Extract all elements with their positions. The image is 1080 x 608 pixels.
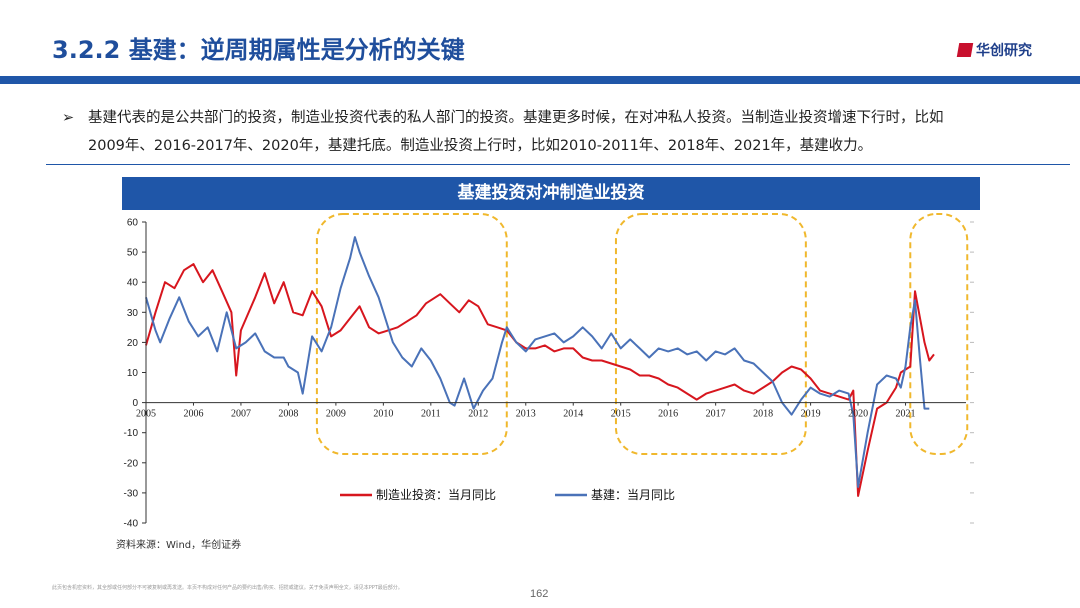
x-tick-label: 2008 — [278, 409, 298, 420]
y-tick-label: 10 — [127, 368, 139, 379]
y-tick-label: -40 — [124, 519, 139, 530]
y-tick-label: -20 — [124, 458, 139, 469]
y-tick-label: 50 — [127, 248, 139, 259]
x-tick-label: 2019 — [801, 409, 821, 420]
y-tick-label: -10 — [124, 428, 139, 439]
y-tick-label: 0 — [132, 398, 138, 409]
y-tick-label: 20 — [127, 338, 139, 349]
y-tick-label: 60 — [127, 218, 139, 229]
legend-label-1: 制造业投资：当月同比 — [376, 487, 496, 502]
page-number: 162 — [530, 588, 549, 600]
x-tick-label: 2012 — [468, 409, 488, 420]
logo-text: 华创研究 — [976, 43, 1032, 59]
brand-logo: 华创研究 — [956, 40, 1032, 60]
arrow-bullet-icon: ➢ — [62, 110, 75, 126]
chart-title: 基建投资对冲制造业投资 — [122, 177, 980, 210]
y-tick-label: 30 — [127, 308, 139, 319]
y-tick-label: 40 — [127, 278, 139, 289]
x-tick-label: 2010 — [373, 409, 393, 420]
x-tick-label: 2021 — [896, 409, 916, 420]
x-tick-label: 2016 — [658, 409, 678, 420]
disclaimer: 此页包含机密资料，其全部或任何部分不可被复制或再发送。本页不构成对任何产品的要约… — [52, 585, 403, 591]
x-tick-label: 2007 — [231, 409, 251, 420]
x-tick-label: 2014 — [563, 409, 583, 420]
header-bar — [0, 76, 1080, 84]
bullet-text: 基建代表的是公共部门的投资，制造业投资代表的私人部门的投资。基建更多时候，在对冲… — [88, 110, 944, 154]
x-tick-label: 2013 — [516, 409, 536, 420]
x-tick-label: 2018 — [753, 409, 773, 420]
source-note: 资料来源：Wind，华创证券 — [116, 540, 242, 551]
highlight-box-3 — [909, 213, 969, 455]
y-tick-label: -30 — [124, 488, 139, 499]
bullet-point: ➢ 基建代表的是公共部门的投资，制造业投资代表的私人部门的投资。基建更多时候，在… — [62, 104, 962, 160]
series-line-manufacturing — [145, 263, 935, 497]
x-tick-label: 2006 — [183, 409, 203, 420]
x-tick-label: 2017 — [706, 409, 726, 420]
section-divider — [46, 164, 1070, 165]
page-title: 3.2.2 基建：逆周期属性是分析的关键 — [52, 36, 465, 64]
highlight-box-1 — [315, 213, 508, 455]
x-tick-label: 2011 — [421, 409, 441, 420]
x-tick-label: 2020 — [848, 409, 868, 420]
logo-mark-icon — [956, 43, 974, 57]
legend-label-2: 基建：当月同比 — [591, 488, 675, 502]
x-tick-label: 2005 — [136, 409, 156, 420]
x-tick-label: 2009 — [326, 409, 346, 420]
highlight-box-2 — [614, 213, 807, 455]
series-line-infrastructure — [145, 236, 930, 488]
x-tick-label: 2015 — [611, 409, 631, 420]
